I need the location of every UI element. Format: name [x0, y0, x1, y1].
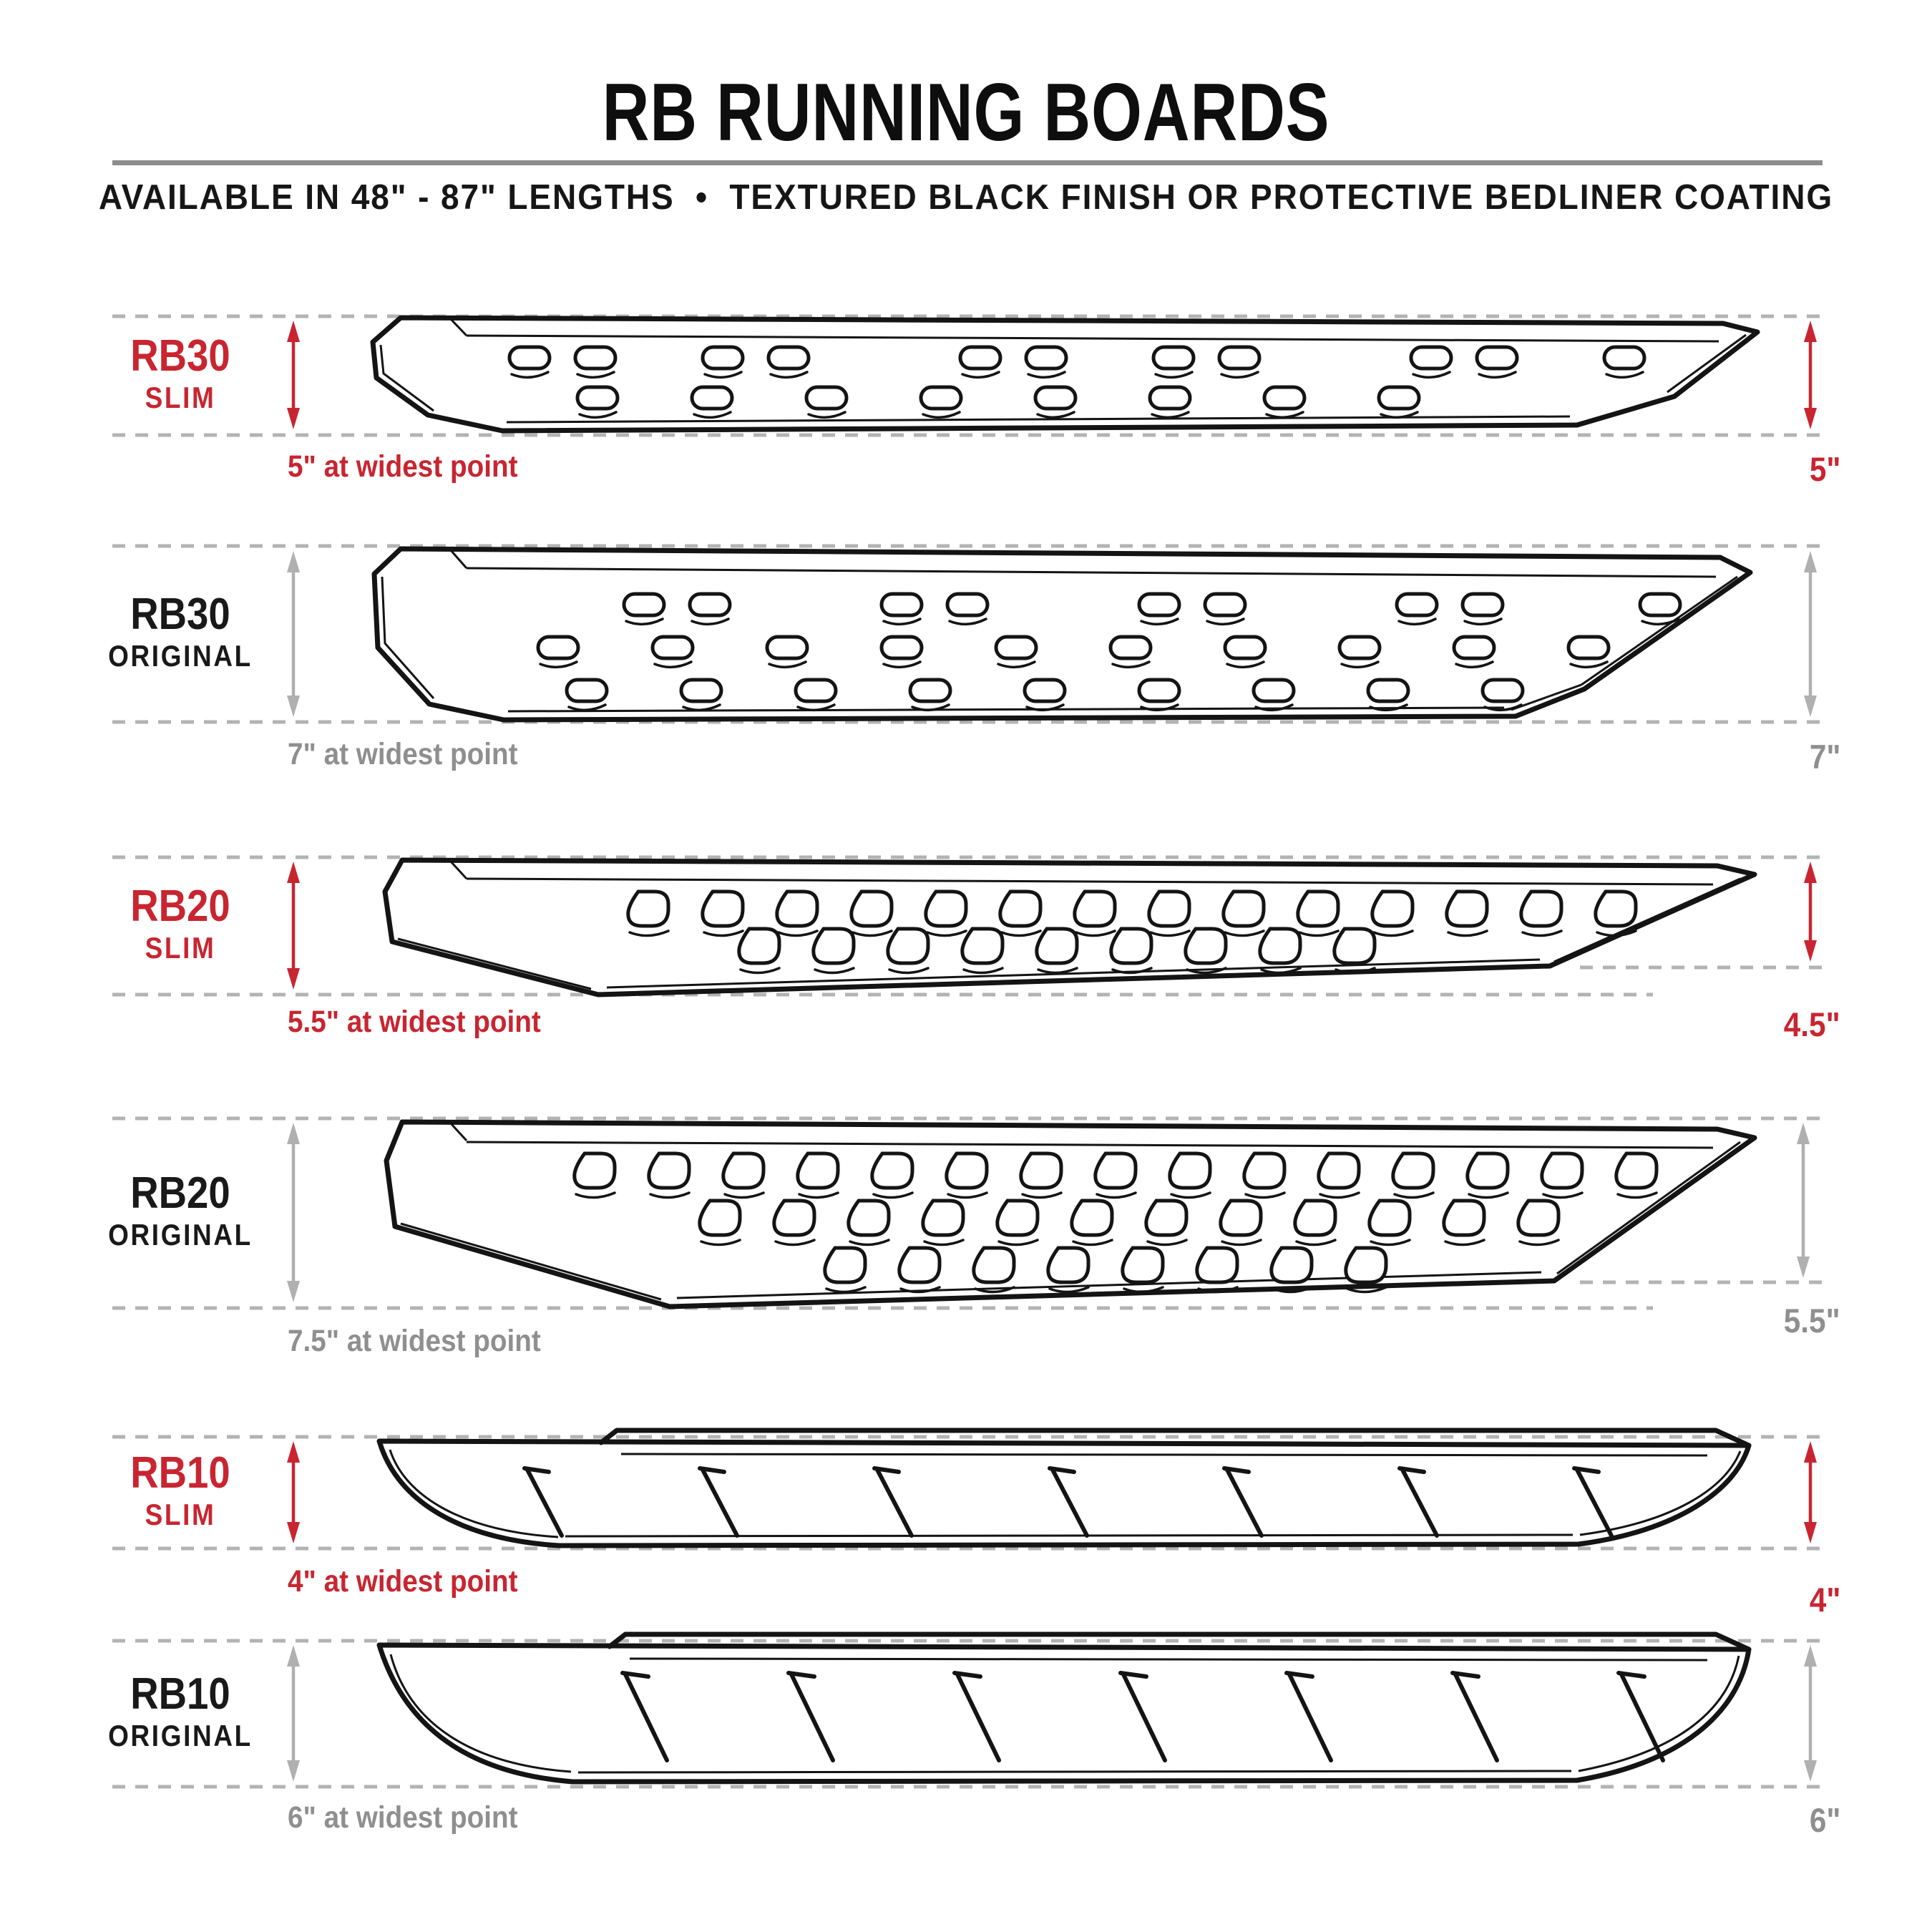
rb30-slim-right-arrow [1804, 321, 1817, 429]
rb20-original-drawing [112, 1116, 1826, 1310]
height-value-rb10-slim: 4" [1809, 1581, 1840, 1619]
rb20-original-slots-row2 [698, 1199, 1561, 1246]
variant-name: SLIM [145, 931, 216, 965]
rb10-slim-left-arrow [287, 1441, 300, 1543]
rb20-slim-slots-bottom [737, 927, 1377, 975]
rb20-original-left-arrow [287, 1123, 300, 1302]
rb30-original-left-arrow [287, 551, 300, 717]
rb30-original-right-arrow [1804, 551, 1817, 717]
model-name: RB30 [130, 590, 230, 639]
rb20-slim-right-arrow [1804, 862, 1817, 962]
rb20-original-slots-row3 [823, 1246, 1388, 1294]
model-name: RB10 [130, 1448, 230, 1498]
variant-name: SLIM [145, 381, 216, 414]
rb30-original-slots-row2 [536, 635, 1611, 669]
subtitle: AVAILABLE IN 48" - 87" LENGTHS • TEXTURE… [98, 178, 1834, 217]
label-rb20-original: RB20 ORIGINAL [52, 1171, 309, 1250]
variant-name: SLIM [145, 1498, 216, 1531]
rb20-original-slots-row1 [572, 1151, 1659, 1199]
model-name: RB10 [130, 1669, 230, 1719]
height-value-rb20-original: 5.5" [1784, 1302, 1840, 1340]
rb10-original-left-arrow [287, 1645, 300, 1782]
rb30-slim-left-arrow [287, 321, 300, 429]
rb10-original-right-arrow [1804, 1645, 1817, 1782]
widest-note-rb30-original: 7" at widest point [288, 737, 518, 771]
rb20-slim-drawing [112, 855, 1826, 997]
widest-note-rb10-original: 6" at widest point [288, 1800, 518, 1835]
title-divider [112, 160, 1823, 165]
widest-note-rb30-slim: 5" at widest point [288, 449, 518, 484]
rb10-original-tread-marks [620, 1671, 1665, 1762]
rb20-original-right-arrow [1797, 1123, 1810, 1278]
rb10-slim-right-arrow [1804, 1441, 1817, 1543]
rb10-slim-drawing [112, 1428, 1825, 1551]
model-name: RB30 [130, 331, 230, 381]
rb20-slim-left-arrow [287, 862, 300, 990]
variant-name: ORIGINAL [108, 1218, 253, 1252]
height-value-rb10-original: 6" [1809, 1801, 1840, 1839]
label-rb20-slim: RB20 SLIM [52, 884, 309, 963]
height-value-rb30-slim: 5" [1809, 450, 1840, 488]
rb30-slim-slots-top [507, 345, 1646, 379]
height-value-rb20-slim: 4.5" [1784, 1005, 1840, 1043]
label-rb30-original: RB30 ORIGINAL [52, 592, 309, 671]
rb30-slim-drawing [112, 314, 1825, 437]
rb30-original-slots-row3 [565, 678, 1525, 712]
label-rb10-original: RB10 ORIGINAL [52, 1672, 309, 1751]
model-name: RB20 [130, 882, 230, 931]
rb30-original-slots-row1 [622, 592, 1682, 626]
label-rb10-slim: RB10 SLIM [52, 1451, 309, 1530]
rb30-original-drawing [112, 544, 1825, 724]
rb30-slim-slots-bottom [575, 385, 1421, 419]
height-value-rb30-original: 7" [1809, 738, 1840, 776]
widest-note-rb20-slim: 5.5" at widest point [288, 1005, 541, 1039]
model-name: RB20 [130, 1169, 230, 1218]
widest-note-rb10-slim: 4" at widest point [288, 1564, 518, 1599]
variant-name: ORIGINAL [108, 639, 253, 673]
page-title: RB RUNNING BOARDS [602, 67, 1330, 158]
label-rb30-slim: RB30 SLIM [52, 334, 309, 413]
rb20-slim-slots-top [626, 889, 1638, 937]
rb10-original-drawing [112, 1631, 1825, 1789]
widest-note-rb20-original: 7.5" at widest point [288, 1324, 541, 1358]
variant-name: ORIGINAL [108, 1719, 253, 1752]
rb10-slim-tread-marks [522, 1466, 1614, 1538]
